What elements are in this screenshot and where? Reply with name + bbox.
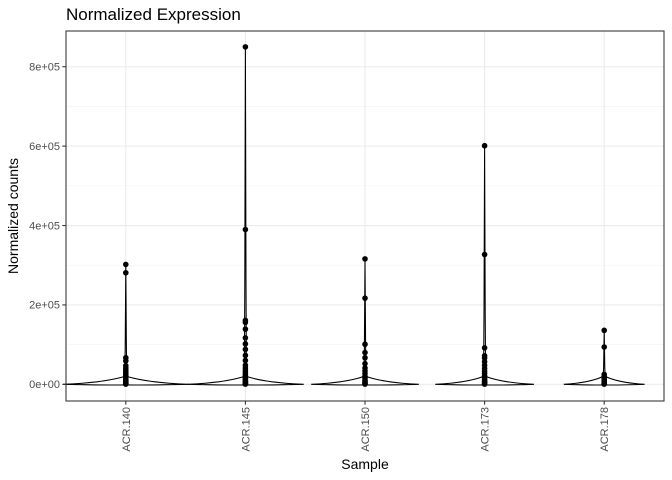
data-point (362, 360, 368, 367)
x-tick-label: ACR.173 (480, 407, 492, 452)
data-point (123, 358, 129, 364)
data-point (123, 261, 129, 268)
data-point (242, 352, 249, 359)
data-point (242, 341, 249, 347)
x-tick-label: ACR.150 (360, 407, 372, 452)
data-point (601, 327, 607, 334)
y-tick-label: 6e+05 (29, 141, 60, 153)
y-axis-title: Normalized counts (5, 158, 21, 274)
data-point (362, 341, 368, 348)
data-point (481, 381, 488, 387)
data-point (242, 346, 249, 353)
data-point (242, 381, 249, 387)
data-point (242, 44, 249, 50)
x-axis: ACR.140 ACR.145 ACR.150 ACR.173 ACR.178 (121, 401, 611, 452)
data-point (601, 381, 607, 387)
data-point (362, 354, 368, 361)
y-axis: 0e+00 2e+05 4e+05 6e+05 8e+05 (29, 62, 66, 391)
data-point (601, 344, 607, 350)
y-tick-label: 8e+05 (29, 62, 60, 74)
x-tick-label: ACR.145 (240, 407, 252, 452)
data-point (242, 319, 249, 326)
data-point (481, 345, 488, 351)
x-axis-title: Sample (341, 456, 389, 472)
y-tick-label: 2e+05 (29, 300, 60, 312)
data-point (481, 142, 488, 149)
data-point (242, 326, 249, 332)
data-point (362, 295, 368, 301)
data-point (362, 256, 368, 262)
data-point (362, 349, 368, 356)
x-tick-label: ACR.140 (121, 407, 133, 452)
y-tick-label: 4e+05 (29, 220, 60, 232)
data-point (123, 269, 129, 276)
data-points (123, 44, 607, 387)
data-point (123, 381, 129, 387)
data-point (362, 381, 368, 387)
y-tick-label: 0e+00 (29, 379, 60, 391)
data-point (242, 226, 249, 233)
data-point (242, 335, 249, 341)
x-tick-label: ACR.178 (599, 407, 611, 452)
chart-title: Normalized Expression (66, 5, 241, 24)
data-point (242, 357, 249, 364)
data-point (481, 251, 488, 258)
